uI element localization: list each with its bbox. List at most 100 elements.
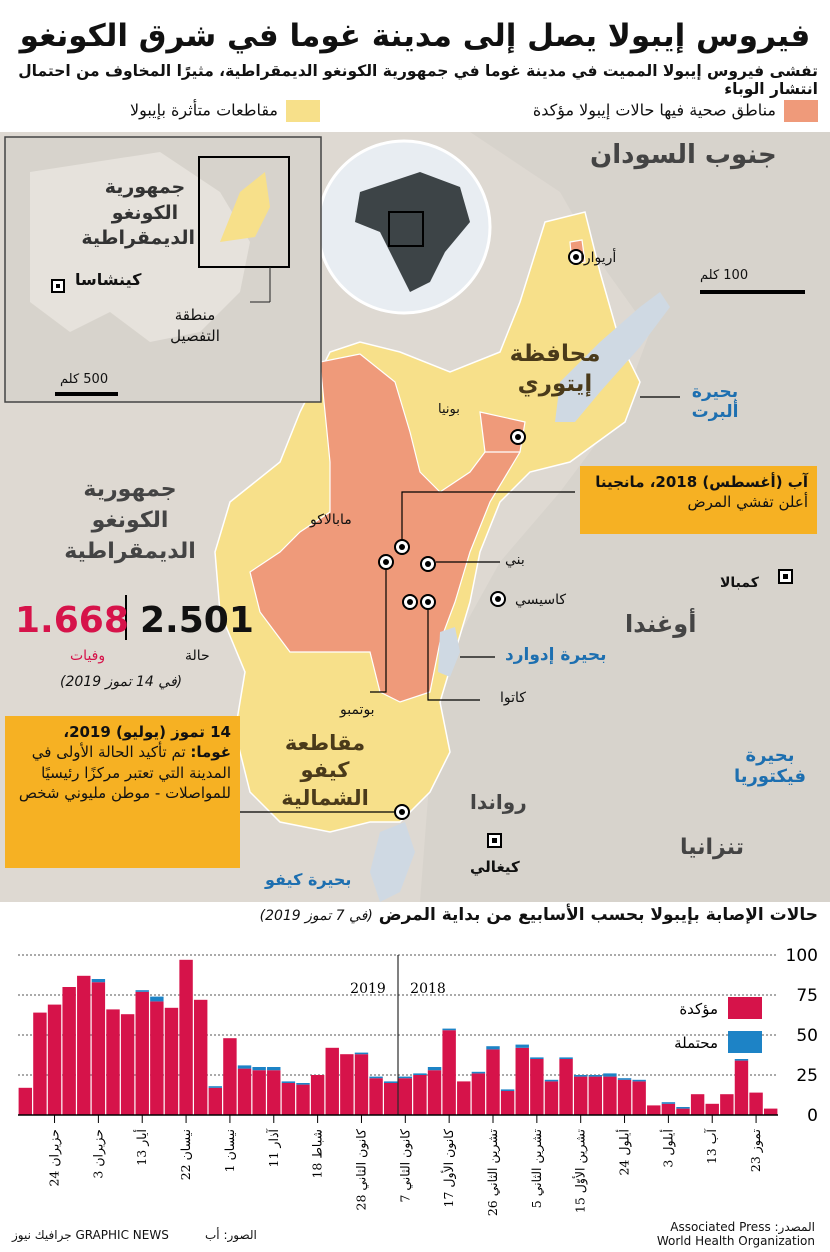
bar-confirmed — [91, 982, 106, 1115]
label-rwanda: رواندا — [470, 790, 527, 814]
x-tick-label: 24 حزيران — [47, 1129, 63, 1187]
bar-confirmed — [763, 1108, 778, 1115]
bar-probable — [413, 1073, 427, 1075]
bar-probable — [354, 1052, 369, 1055]
label-tanzania: تنزانيا — [680, 835, 744, 860]
bar-confirmed — [354, 1054, 369, 1115]
callout-goma-bold: غوما: — [190, 743, 231, 762]
bar-probable — [617, 1078, 632, 1080]
cases-bar-chart: 2019 2018 0 25 50 75 100 23 تموز 13 آب 3 أيلول 2… — [18, 946, 818, 1216]
scale-label: 100 كلم — [700, 268, 749, 283]
legend-swatch-probable-chart — [728, 1031, 762, 1053]
bar-confirmed — [690, 1094, 705, 1115]
bar-probable — [573, 1075, 588, 1077]
legend-swatch-confirmed — [784, 100, 818, 122]
bar-confirmed — [603, 1076, 617, 1115]
bar-confirmed — [413, 1075, 427, 1115]
label-beni: بني — [505, 552, 525, 568]
bar-confirmed — [734, 1060, 749, 1115]
label-aru: أريوارا — [580, 250, 617, 266]
bar-probable — [515, 1044, 529, 1048]
legend-swatch-affected — [286, 100, 320, 122]
bar-confirmed — [179, 959, 193, 1115]
label-kigali: كيغالي — [470, 858, 520, 876]
label-north-kivu: مقاطعة كيفو الشمالية — [281, 731, 369, 810]
bar-confirmed — [559, 1059, 573, 1115]
confirmed-zones-area — [249, 353, 521, 703]
x-tick-label: 13 آب — [703, 1127, 719, 1164]
bar-confirmed — [617, 1079, 632, 1115]
bar-probable — [500, 1089, 515, 1091]
bar-confirmed — [33, 1012, 47, 1115]
bar-confirmed — [62, 987, 76, 1115]
label-katwa: كاتوا — [500, 690, 526, 706]
bar-probable — [603, 1073, 617, 1077]
chart-title-note: (في 7 تموز 2019) — [259, 908, 373, 924]
footer-source-line2: World Health Organization — [656, 1234, 815, 1248]
bar-probable — [442, 1028, 456, 1031]
bar-confirmed — [573, 1076, 588, 1115]
x-tick-label: 18 شباط — [310, 1129, 325, 1179]
bar-confirmed — [588, 1076, 603, 1115]
label-lake-edward: بحيرة إدوارد — [505, 645, 607, 665]
label-lake-victoria: بحيرة فيكتوريا — [733, 745, 807, 787]
bar-confirmed — [237, 1068, 252, 1115]
legend-confirmed-zones: مناطق صحية فيها حالات إيبولا مؤكدة — [533, 100, 818, 126]
bar-confirmed — [632, 1081, 646, 1115]
bar-probable — [734, 1059, 749, 1061]
bar-probable — [296, 1083, 310, 1085]
stats-date: (في 14 تموز 2019) — [60, 674, 183, 690]
x-tick-label: 15 تشرين الأوّل — [572, 1128, 589, 1213]
footer-source-label: المصدر: Associated Press — [670, 1220, 815, 1234]
bar-probable — [559, 1057, 573, 1059]
legend-label-probable-chart: محتملة — [674, 1034, 718, 1052]
city-markers — [378, 249, 793, 848]
lake-edward-shape — [438, 627, 460, 677]
bar-confirmed — [223, 1038, 237, 1115]
bar-confirmed — [749, 1092, 763, 1115]
bar-confirmed — [193, 999, 208, 1115]
chart-title: حالات الإصابة بإيبولا بحسب الأسابيع من ب… — [260, 905, 818, 925]
bar-probable — [281, 1081, 296, 1083]
bar-probable — [632, 1079, 646, 1082]
bar-confirmed — [281, 1083, 296, 1115]
bar-confirmed — [661, 1103, 676, 1115]
stats-divider — [125, 595, 127, 640]
legend-label-confirmed-chart: مؤكدة — [679, 1000, 718, 1018]
bar-confirmed — [106, 1009, 120, 1115]
x-tick-label: 23 تموز — [748, 1128, 764, 1172]
bar-probable — [427, 1067, 442, 1071]
bar-confirmed — [252, 1070, 266, 1115]
bar-confirmed — [500, 1091, 515, 1115]
y-tick-label: 50 — [796, 1026, 818, 1046]
legend-label-confirmed: مناطق صحية فيها حالات إيبولا مؤكدة — [532, 100, 776, 120]
x-tick-label: 28 كانون الثاني — [353, 1128, 369, 1211]
chart-title-text: حالات الإصابة بإيبولا بحسب الأسابيع من ب… — [378, 905, 818, 925]
x-tick-label: 17 كانون الأول — [440, 1128, 457, 1208]
bar-confirmed — [647, 1105, 661, 1115]
leader-lines — [240, 396, 680, 813]
bar-confirmed — [676, 1108, 690, 1115]
bar-confirmed — [340, 1054, 354, 1115]
bar-confirmed — [164, 1007, 179, 1115]
bar-probable — [383, 1081, 398, 1083]
bar-probable — [150, 996, 164, 1002]
bar-confirmed — [296, 1084, 310, 1115]
deaths-value: 1.668 — [15, 600, 129, 641]
cases-value: 2.501 — [140, 600, 254, 641]
deaths-label: وفيات — [70, 648, 106, 664]
x-tick-label: 26 تشرين الثاني — [485, 1128, 501, 1216]
footer-source: المصدر: Associated Press World Health Or… — [657, 1220, 815, 1248]
cases-label: حالة — [185, 648, 210, 664]
x-tick-label: 5 تشرين الثاني — [529, 1128, 545, 1208]
bar-confirmed — [398, 1078, 413, 1115]
footer-photo: الصور: أب — [205, 1228, 257, 1242]
bar-confirmed — [383, 1083, 398, 1115]
x-tick-label: 24 أيلول — [616, 1129, 633, 1176]
bar-probable — [267, 1067, 281, 1071]
inset-scale-label: 500 كلم — [60, 372, 109, 387]
bar-confirmed — [705, 1103, 719, 1115]
inset-label-detail-area: منطقة التفصيل — [170, 306, 220, 345]
label-lake-albert: بحيرة ألبرت — [691, 382, 739, 422]
callout-goma-title: 14 تموز (يوليو) 2019، — [63, 723, 231, 741]
